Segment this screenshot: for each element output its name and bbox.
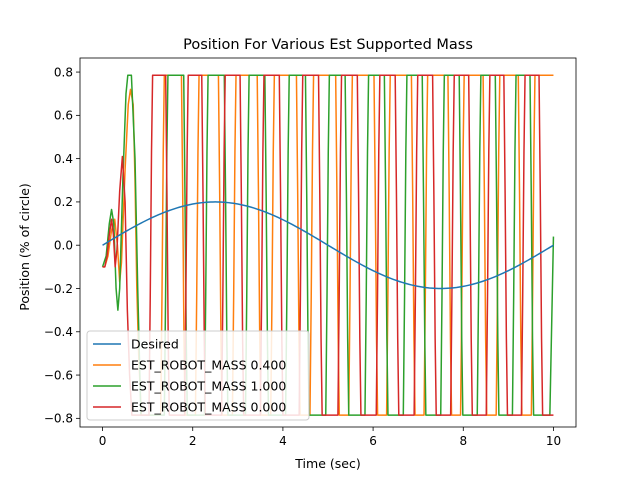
y-tick-label-0: −0.8	[44, 412, 73, 426]
x-tick-label-2: 4	[279, 434, 287, 448]
legend-label-1: EST_ROBOT_MASS 0.400	[131, 358, 286, 373]
y-tick-label-2: −0.4	[44, 325, 73, 339]
legend-label-3: EST_ROBOT_MASS 0.000	[131, 400, 286, 415]
x-tick-label-5: 10	[546, 434, 561, 448]
y-tick-label-8: 0.8	[54, 65, 73, 79]
legend: Desired EST_ROBOT_MASS 0.400 EST_ROBOT_MAS…	[86, 330, 310, 421]
y-tick-label-5: 0.2	[54, 195, 73, 209]
y-tick-label-1: −0.6	[44, 368, 73, 382]
y-tick-label-3: −0.2	[44, 282, 73, 296]
x-tick-label-4: 8	[459, 434, 467, 448]
y-tick-label-6: 0.4	[54, 152, 73, 166]
y-tick-label-7: 0.6	[54, 109, 73, 123]
x-axis-label: Time (sec)	[294, 456, 360, 471]
series-line-2	[101, 74, 555, 416]
x-tick-label-0: 0	[99, 434, 107, 448]
series-line-3	[102, 74, 554, 416]
x-tick-label-3: 6	[369, 434, 377, 448]
y-axis-label: Position (% of circle)	[17, 183, 32, 311]
x-tick-label-1: 2	[189, 434, 197, 448]
series-line-0	[102, 201, 554, 290]
legend-box	[86, 330, 310, 421]
y-tick-label-4: 0.0	[54, 239, 73, 253]
axes: 0 2 4 6 8 10 −0.8 −0.6 −0.4 −0.2 0.0 0.2 0.4 0.6 0.8	[44, 57, 577, 448]
chart-title: Position For Various Est Supported Mass	[183, 37, 473, 53]
axes-frame	[79, 57, 577, 428]
legend-label-0: Desired	[131, 337, 179, 352]
legend-label-2: EST_ROBOT_MASS 1.000	[131, 379, 286, 394]
